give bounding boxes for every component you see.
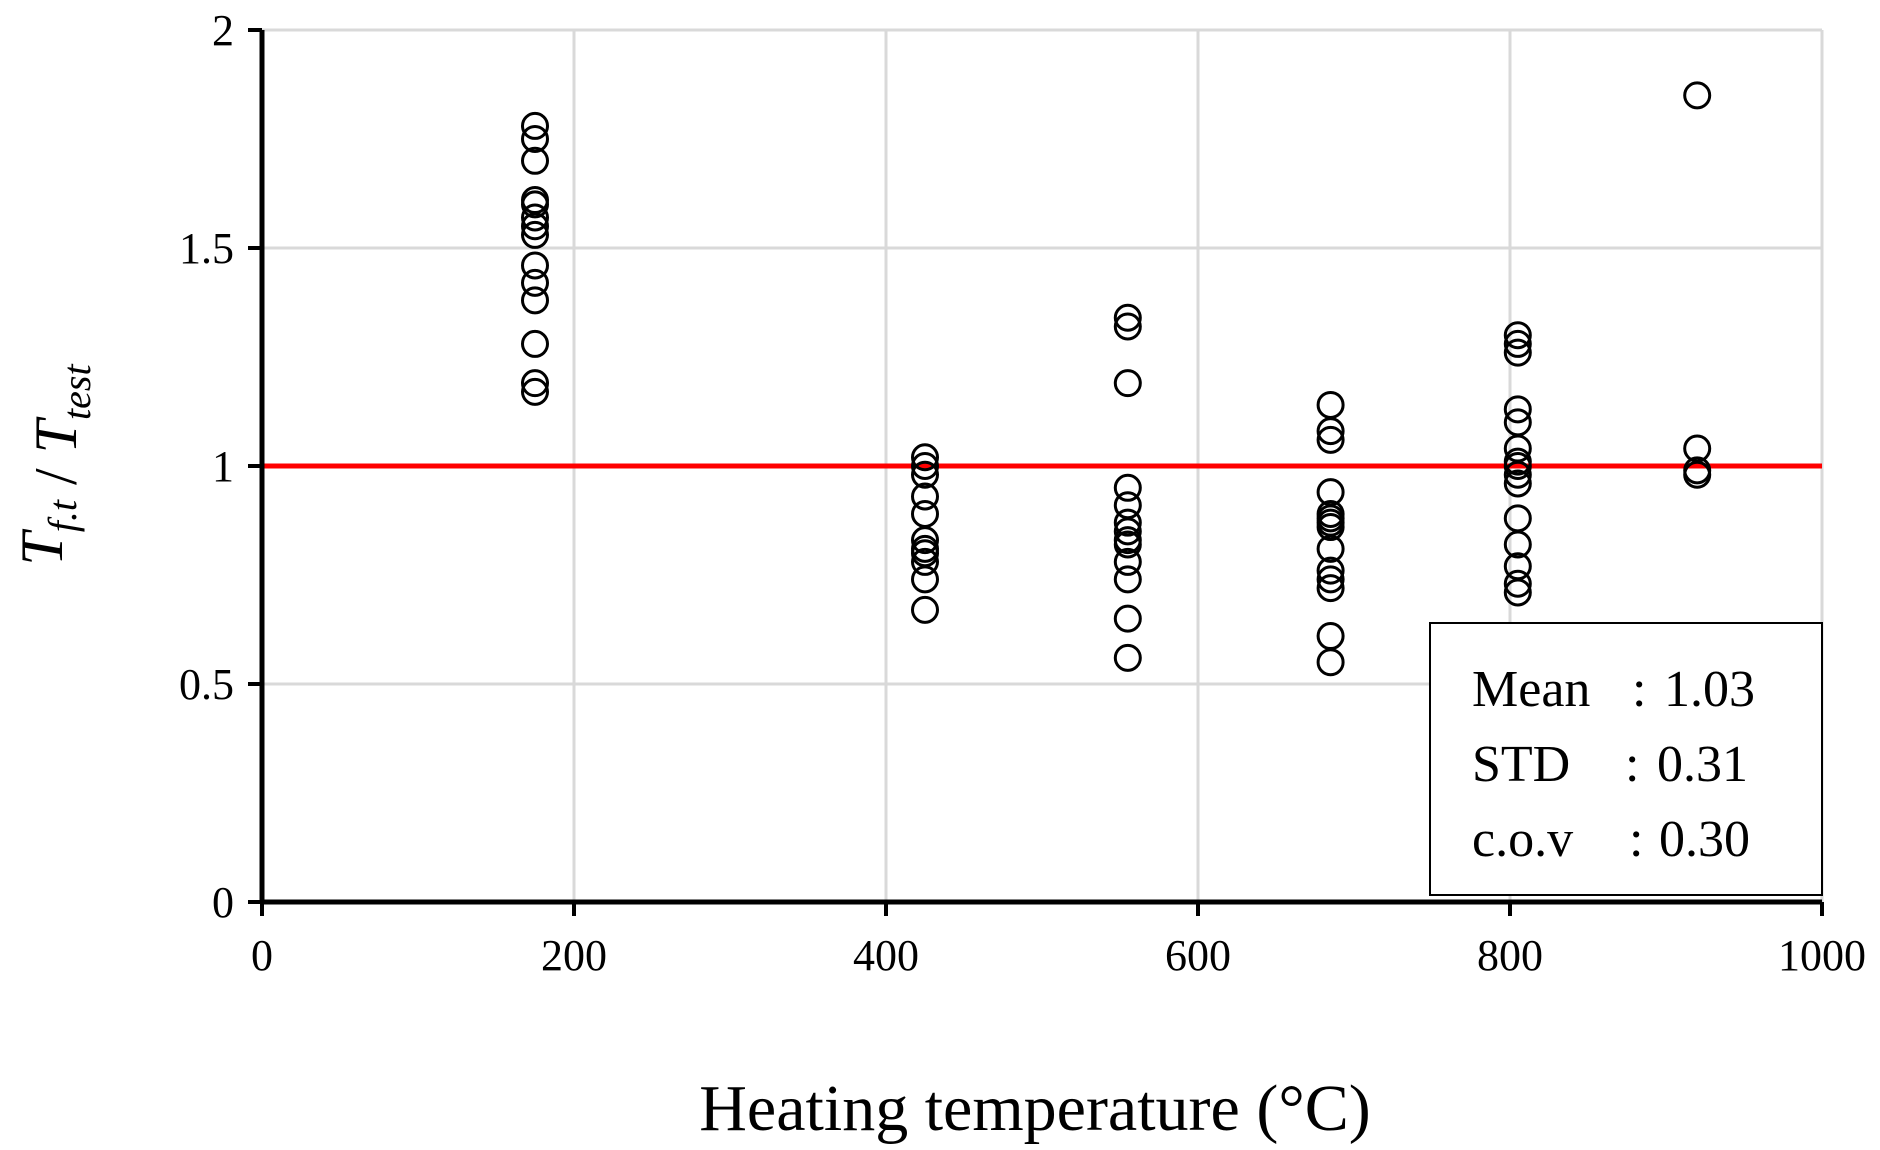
stat-std-value: 0.31 [1657,736,1748,793]
stat-std-sep: : [1625,736,1639,793]
x-axis-title: Heating temperature (°C) [699,1072,1370,1145]
data-point [911,526,939,555]
data-point [1503,578,1532,607]
data-point [1503,460,1532,489]
data-point [1113,643,1142,672]
data-point [521,251,549,280]
y-tick-label: 2 [212,6,234,55]
svg-text:Tf.t / Ttest: Tf.t / Ttest [9,364,99,566]
data-point [521,286,549,315]
data-point [911,460,939,489]
data-point [1113,547,1142,576]
stats-box-frame [1429,622,1823,896]
data-point [1316,556,1345,585]
data-point [521,329,549,358]
y-tick-label: 1.5 [179,224,234,273]
y-axis-title-part: T [23,416,89,453]
data-point [1316,425,1345,454]
data-point [1316,565,1345,594]
y-axis-title-subscript: test [54,364,99,420]
data-point [911,482,939,511]
stats-box: Mean : 1.03 STD : 0.31 c.o.v : 0.30 [1429,622,1823,896]
y-axis-title-subscript: f.t [40,499,85,532]
data-point [521,203,549,232]
data-point [1316,534,1345,563]
data-point [521,111,549,140]
x-tick-label: 0 [251,931,273,980]
stat-cov-value: 0.30 [1659,811,1750,868]
data-point [1113,312,1142,341]
data-point [1113,303,1142,332]
data-point [1503,569,1532,598]
data-point [1503,321,1532,350]
y-axis-title-part: / [23,453,89,500]
data-point [1503,395,1532,424]
data-point [1113,369,1142,398]
x-tick-label: 600 [1165,931,1231,980]
x-tick-label: 1000 [1778,931,1866,980]
data-point [911,565,939,594]
y-tick-label: 1 [212,442,234,491]
data-point [521,369,549,398]
data-point [1503,338,1532,367]
stat-cov-sep: : [1629,811,1643,868]
y-axis-title: Tf.t / Ttest [9,364,99,566]
data-point [1113,604,1142,633]
data-point [1113,530,1142,559]
data-point [1316,574,1345,603]
data-point [1503,469,1532,498]
data-point [911,547,939,576]
data-point [1113,565,1142,594]
data-point [521,125,549,153]
stat-cov-label: c.o.v [1472,811,1573,868]
data-point [521,190,549,219]
data-point [1503,530,1532,559]
data-point [1316,648,1345,677]
data-point [521,268,549,297]
data-points [521,81,1712,677]
data-point [911,443,939,472]
x-tick-label: 400 [853,931,919,980]
data-point [521,377,549,406]
data-point [521,220,549,249]
data-point [521,212,549,241]
data-point [911,452,939,480]
data-point [1316,513,1345,542]
tick-labels: 0 200 400 600 800 1000 0 0.5 1 1.5 2 [179,6,1866,980]
x-tick-label: 200 [541,931,607,980]
y-tick-label: 0 [212,878,234,927]
axes [248,28,1824,916]
data-point [1503,329,1532,358]
data-point [911,595,939,624]
data-point [1316,417,1345,446]
stat-std-label: STD [1472,736,1570,793]
data-point [1113,517,1142,546]
data-point [1113,508,1142,537]
data-point [1503,452,1532,480]
y-tick-label: 0.5 [179,660,234,709]
data-point [1683,460,1712,489]
data-point [521,146,549,175]
y-axis-title-part: T [9,529,75,566]
stat-mean-label: Mean [1472,661,1590,718]
stat-mean-value: 1.03 [1664,661,1755,718]
x-tick-label: 800 [1477,931,1543,980]
data-point [1113,473,1142,502]
stat-mean-sep: : [1632,661,1646,718]
data-point [1683,81,1712,110]
